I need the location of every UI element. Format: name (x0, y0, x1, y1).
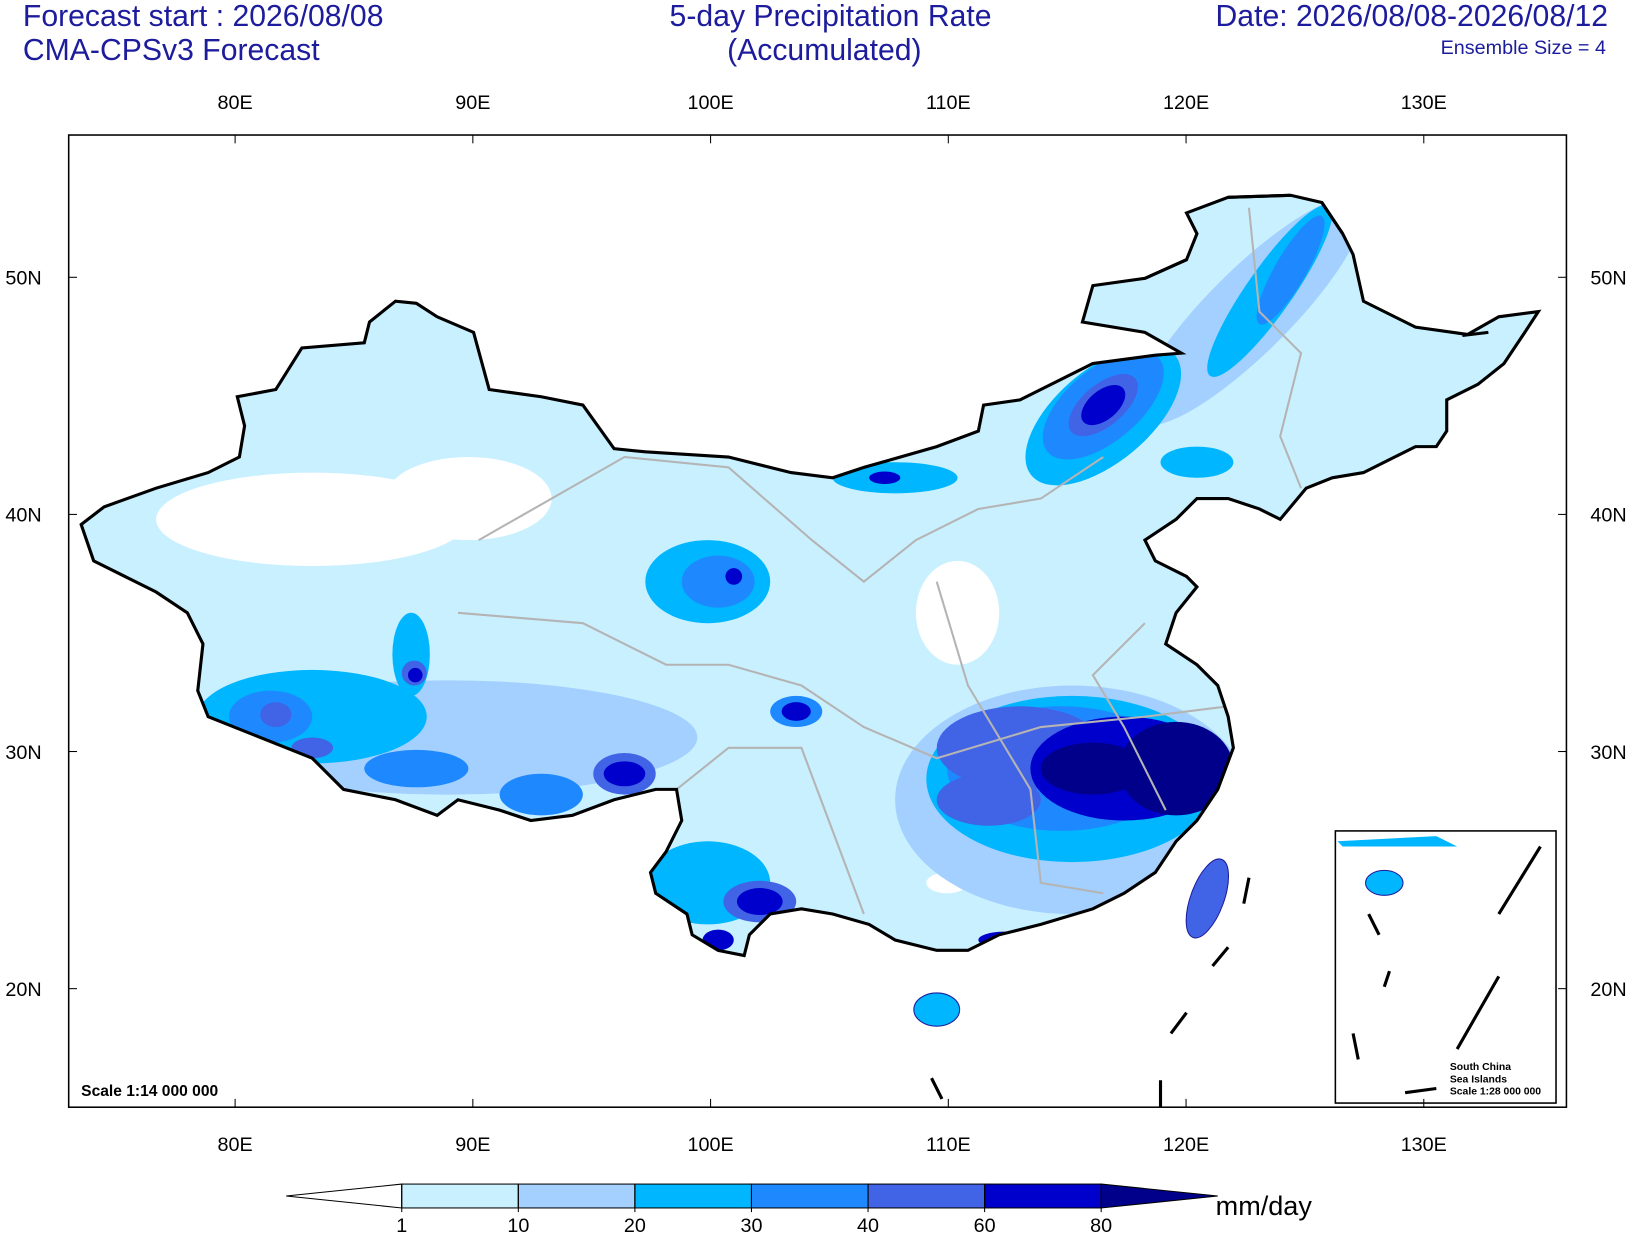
colorbar-label: 1 (396, 1215, 407, 1236)
lon-label: 120E (1163, 92, 1209, 114)
precip-area (725, 568, 743, 585)
province-border (478, 455, 1104, 583)
subtitle: (Accumulated) (727, 34, 922, 67)
colorbar-box (750, 1183, 869, 1209)
precip-area (364, 749, 469, 788)
colorbar-under (286, 1183, 403, 1209)
province-border (675, 746, 865, 915)
lat-label: 30N (1590, 742, 1626, 764)
precip-area (869, 471, 901, 485)
precip-area (603, 761, 646, 787)
precip-area (1160, 446, 1234, 478)
colorbar-box (517, 1183, 636, 1209)
inset-dashed-boundary (1351, 845, 1542, 1095)
lat-label: 40N (5, 505, 41, 527)
province-border (1247, 207, 1303, 489)
precip-area (499, 773, 583, 816)
colorbar-box (634, 1183, 752, 1209)
inset-label: Scale 1:28 000 000 (1450, 1087, 1541, 1098)
colorbar-unit: mm/day (1216, 1191, 1313, 1221)
precip-area (1081, 385, 1126, 426)
inset-coast (1337, 836, 1458, 847)
precip-area (1040, 742, 1145, 795)
precip-area (915, 560, 1000, 665)
lon-label: 110E (926, 92, 971, 114)
precip-area (1118, 721, 1234, 816)
precip-area (385, 457, 552, 541)
precip-area (681, 555, 755, 608)
lon-label: 100E (687, 92, 733, 114)
precip-area (936, 773, 1041, 826)
lat-label: 50N (5, 268, 41, 290)
province-border (457, 611, 1229, 760)
colorbar-box (401, 1183, 519, 1209)
colorbar-label: 80 (1090, 1215, 1112, 1236)
forecast-start: Forecast start : 2026/08/08 (23, 0, 384, 33)
lon-label: 80E (218, 1134, 253, 1156)
lat-label: 40N (1590, 505, 1626, 527)
inset: South China Sea Islands Scale 1:28 000 0… (1334, 830, 1557, 1104)
precip-area (260, 702, 292, 728)
lon-label: 110E (926, 1134, 971, 1156)
scale-note: Scale 1:14 000 000 (81, 1083, 218, 1100)
model-name: CMA-CPSv3 Forecast (23, 34, 320, 67)
date-range: Date: 2026/08/08-2026/08/12 (1215, 0, 1608, 33)
province-border (935, 581, 1104, 895)
province-border (1091, 622, 1167, 811)
taiwan (1185, 858, 1230, 939)
inset-hainan (1365, 869, 1404, 896)
colorbar-over (1100, 1183, 1218, 1209)
dashed-boundary (930, 193, 1489, 1108)
lon-label: 130E (1401, 92, 1447, 114)
lon-label: 100E (687, 1134, 733, 1156)
colorbar-label: 40 (857, 1215, 879, 1236)
lat-label: 30N (5, 742, 41, 764)
lat-label: 50N (1590, 268, 1626, 290)
precip-area (1256, 215, 1325, 325)
colorbar-label: 60 (974, 1215, 996, 1236)
lon-label: 130E (1401, 1134, 1447, 1156)
ensemble-size: Ensemble Size = 4 (1441, 37, 1606, 59)
lon-label: 90E (455, 1134, 490, 1156)
colorbar-box (984, 1183, 1102, 1209)
precip-area (736, 888, 783, 916)
precip-area (408, 667, 423, 683)
lon-label: 80E (218, 92, 253, 114)
inset-frame (1334, 830, 1557, 1104)
precip-area (781, 702, 811, 721)
lon-label: 120E (1163, 1134, 1209, 1156)
colorbar-box (867, 1183, 986, 1209)
colorbar-label: 30 (740, 1215, 762, 1236)
lat-label: 20N (1590, 979, 1626, 1001)
lon-label: 90E (455, 92, 490, 114)
colorbar-label: 20 (624, 1215, 646, 1236)
hainan (913, 992, 961, 1027)
colorbar-label: 10 (507, 1215, 529, 1236)
inset-label: South China (1450, 1062, 1511, 1073)
title: 5-day Precipitation Rate (670, 0, 992, 33)
lat-label: 20N (5, 979, 41, 1001)
inset-label: Sea Islands (1450, 1074, 1507, 1085)
